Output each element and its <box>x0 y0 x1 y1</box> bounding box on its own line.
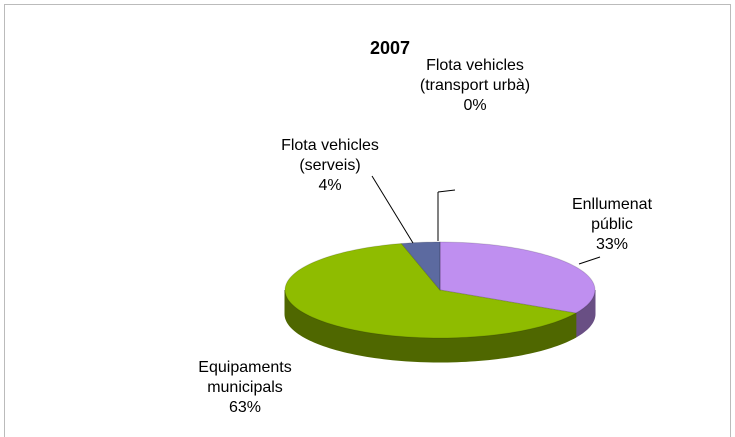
slice-label: Flota vehicles (transport urbà) 0% <box>418 56 532 116</box>
leader-line <box>371 175 414 244</box>
slice-label: Equipaments municipals 63% <box>185 358 305 418</box>
slice-label: Enllumenat públic 33% <box>562 195 662 255</box>
slice-name: Flota vehicles (serveis) <box>281 137 379 174</box>
slice-value: 63% <box>228 399 262 416</box>
slice-value: 4% <box>318 177 342 194</box>
pie-slice <box>400 241 441 292</box>
slice-name: Flota vehicles (transport urbà) <box>419 57 531 94</box>
leader-line <box>578 256 601 265</box>
pie-slice <box>284 242 578 339</box>
slice-name: Enllumenat públic <box>571 196 653 233</box>
leader-line <box>437 189 456 193</box>
pie-side <box>284 289 577 363</box>
chart-border <box>4 4 731 437</box>
slice-value: 33% <box>595 236 629 253</box>
slice-value: 0% <box>463 97 487 114</box>
chart-title: 2007 <box>370 38 410 58</box>
pie-slice <box>439 241 596 314</box>
slice-name: Equipaments municipals <box>198 359 292 396</box>
slice-label: Flota vehicles (serveis) 4% <box>262 136 398 196</box>
pie <box>284 241 596 363</box>
